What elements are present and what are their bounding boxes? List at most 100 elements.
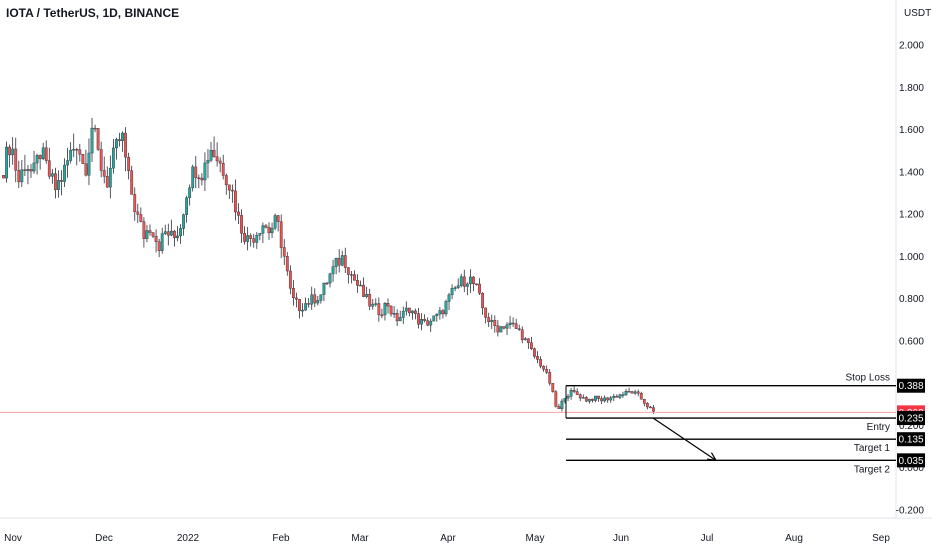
candle-up: [316, 300, 320, 304]
candle-up: [392, 313, 396, 315]
candle-down: [496, 325, 500, 333]
candle-down: [212, 149, 216, 157]
candle-up: [35, 155, 39, 164]
candle-up: [63, 164, 66, 182]
candle-down: [44, 147, 48, 161]
candles: [2, 117, 655, 414]
candle-up: [566, 395, 570, 399]
candle-down: [173, 230, 176, 239]
symbol-title[interactable]: IOTA / TetherUS, 1D, BINANCE: [6, 6, 180, 20]
x-tick-label: May: [526, 533, 545, 544]
candle-down: [285, 256, 289, 272]
candle-down: [346, 267, 350, 275]
y-tick-label: 1.000: [899, 252, 924, 263]
candle-up: [594, 395, 597, 401]
projection-arrow-head: [707, 452, 718, 462]
candle-up: [310, 294, 314, 305]
candle-up: [365, 294, 369, 297]
candle-up: [456, 285, 460, 288]
candle-down: [249, 235, 253, 239]
x-tick-label: Apr: [440, 533, 456, 544]
candle-up: [420, 318, 423, 325]
candle-up: [612, 396, 616, 398]
candle-up: [304, 303, 308, 311]
candle-up: [621, 394, 625, 396]
candle-up: [444, 301, 448, 315]
candle-down: [343, 255, 347, 268]
level-name: Stop Loss: [846, 373, 890, 384]
candle-down: [520, 329, 524, 341]
candle-up: [609, 397, 613, 401]
candle-down: [252, 238, 256, 243]
candle-up: [438, 310, 442, 315]
candle-down: [127, 157, 131, 171]
candle-down: [380, 314, 384, 317]
candle-up: [490, 320, 494, 323]
candle-down: [389, 305, 393, 315]
candle-down: [539, 359, 542, 367]
candle-down: [14, 148, 18, 171]
y-tick-label: 1.600: [899, 125, 924, 136]
candle-up: [450, 288, 454, 296]
candle-down: [615, 396, 619, 398]
candle-up: [508, 322, 512, 326]
candle-down: [597, 395, 600, 399]
candle-up: [371, 303, 375, 307]
time-axis[interactable]: Nov Dec 2022 Feb Mar Apr May Jun Jul Aug Sep: [0, 517, 932, 544]
candle-up: [258, 232, 262, 236]
candle-up: [319, 294, 323, 301]
candle-down: [353, 274, 356, 281]
candle-up: [111, 147, 115, 169]
candle-down: [267, 227, 271, 234]
candle-down: [38, 155, 42, 160]
candle-down: [194, 166, 198, 179]
candle-down: [8, 146, 12, 156]
candle-up: [560, 400, 564, 409]
candle-up: [50, 173, 54, 177]
candle-up: [581, 397, 585, 399]
candle-down: [426, 320, 430, 326]
level-badge: [897, 411, 925, 426]
candle-down: [557, 406, 561, 409]
candle-up: [435, 313, 439, 317]
candle-down: [295, 297, 298, 300]
y-tick-label: -0.200: [896, 506, 925, 517]
candle-up: [179, 228, 182, 237]
x-tick-label: Dec: [95, 533, 113, 544]
x-tick-label: Feb: [272, 533, 290, 544]
candle-down: [487, 317, 491, 323]
candle-up: [66, 160, 70, 166]
candle-down: [139, 214, 143, 222]
candle-down: [118, 139, 121, 142]
candle-down: [47, 160, 51, 177]
candle-up: [72, 149, 76, 151]
candle-down: [600, 398, 604, 402]
candle-up: [261, 225, 265, 234]
candle-down: [349, 274, 353, 276]
y-tick-label: 0.000: [899, 463, 924, 474]
candle-up: [273, 215, 277, 229]
candle-down: [124, 132, 127, 158]
level-badge: [897, 378, 925, 393]
y-tick-label: 1.800: [899, 83, 924, 94]
candle-down: [368, 294, 372, 307]
candle-down: [584, 397, 588, 402]
candle-down: [292, 288, 295, 299]
candle-down: [243, 233, 246, 242]
candle-up: [459, 276, 463, 286]
level-name: Entry: [867, 422, 890, 433]
candle-up: [188, 187, 192, 198]
candle-up: [270, 227, 274, 234]
candle-down: [542, 365, 546, 370]
candle-down: [2, 174, 5, 179]
candle-down: [441, 310, 445, 315]
candle-down: [224, 175, 228, 186]
x-tick-label: Mar: [351, 533, 369, 544]
candle-down: [240, 215, 243, 234]
candle-down: [130, 170, 134, 195]
level-name: Target 1: [854, 443, 891, 454]
candle-up: [20, 169, 24, 183]
candle-down: [157, 241, 161, 251]
currency-label: USDT: [904, 8, 932, 19]
